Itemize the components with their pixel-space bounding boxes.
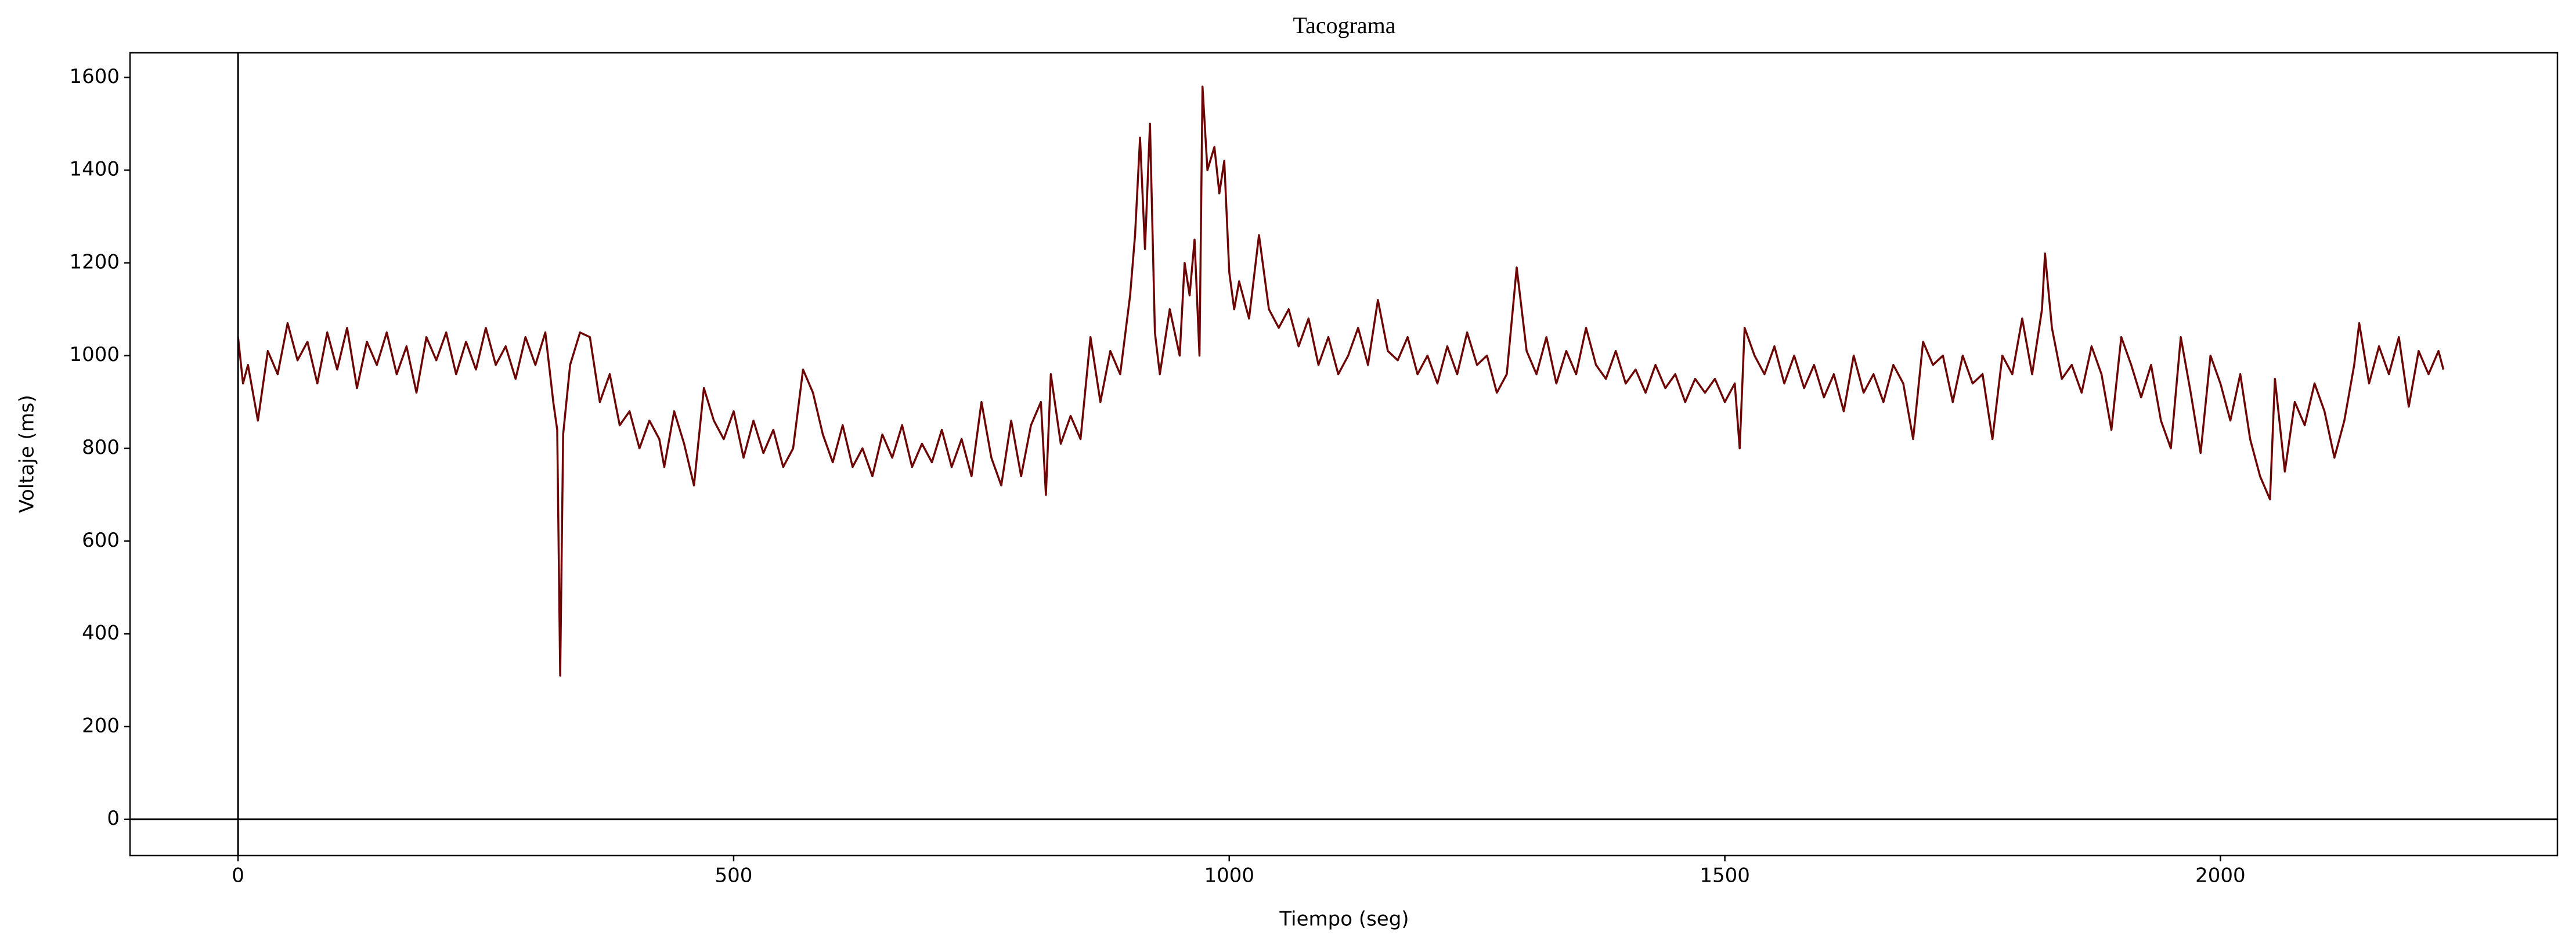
x-tick-label: 500 bbox=[715, 864, 752, 887]
x-tick-label: 1500 bbox=[1700, 864, 1750, 887]
x-tick-label: 0 bbox=[232, 864, 244, 887]
data-line bbox=[237, 85, 2445, 677]
x-axis-label: Tiempo (seg) bbox=[1279, 908, 1409, 931]
y-tick-label: 200 bbox=[82, 714, 120, 737]
x-tick-label: 2000 bbox=[2195, 864, 2246, 887]
y-tick-label: 800 bbox=[82, 436, 120, 459]
y-tick-label: 0 bbox=[107, 807, 120, 830]
y-tick-label: 1400 bbox=[69, 158, 120, 181]
y-tick-label: 1000 bbox=[69, 343, 120, 366]
y-tick-label: 600 bbox=[82, 529, 120, 552]
x-tick-label: 1000 bbox=[1204, 864, 1255, 887]
y-tick-label: 400 bbox=[82, 622, 120, 645]
y-tick-label: 1200 bbox=[69, 250, 120, 273]
chart-title: Tacograma bbox=[1293, 12, 1395, 38]
y-tick-label: 1600 bbox=[69, 65, 120, 88]
y-axis-label: Voltaje (ms) bbox=[16, 395, 39, 513]
plot-frame bbox=[129, 52, 2559, 857]
